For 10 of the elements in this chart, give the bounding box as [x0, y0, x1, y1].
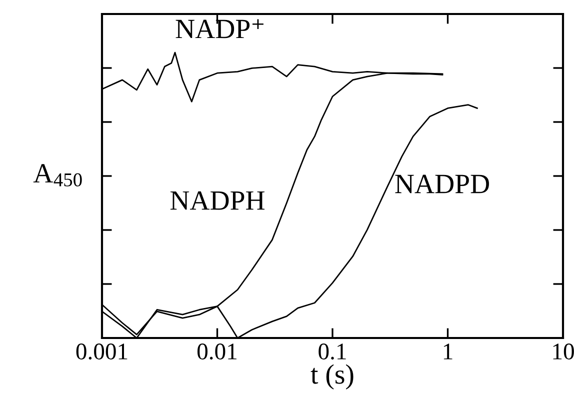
x-tick-label: 1	[444, 344, 452, 360]
x-axis-title: t (s)	[310, 364, 354, 390]
series-label: NADP⁺	[176, 19, 264, 38]
x-tick-label: 10	[553, 344, 574, 360]
x-tick-label: 0.001	[76, 344, 128, 360]
series-label: NADPH	[170, 191, 265, 210]
x-tick-label: 0.1	[318, 344, 346, 360]
x-tick-label: 0.01	[197, 344, 236, 360]
legend-label: NADPD	[395, 174, 489, 194]
y-axis-title: A$_{450}$	[33, 164, 82, 186]
